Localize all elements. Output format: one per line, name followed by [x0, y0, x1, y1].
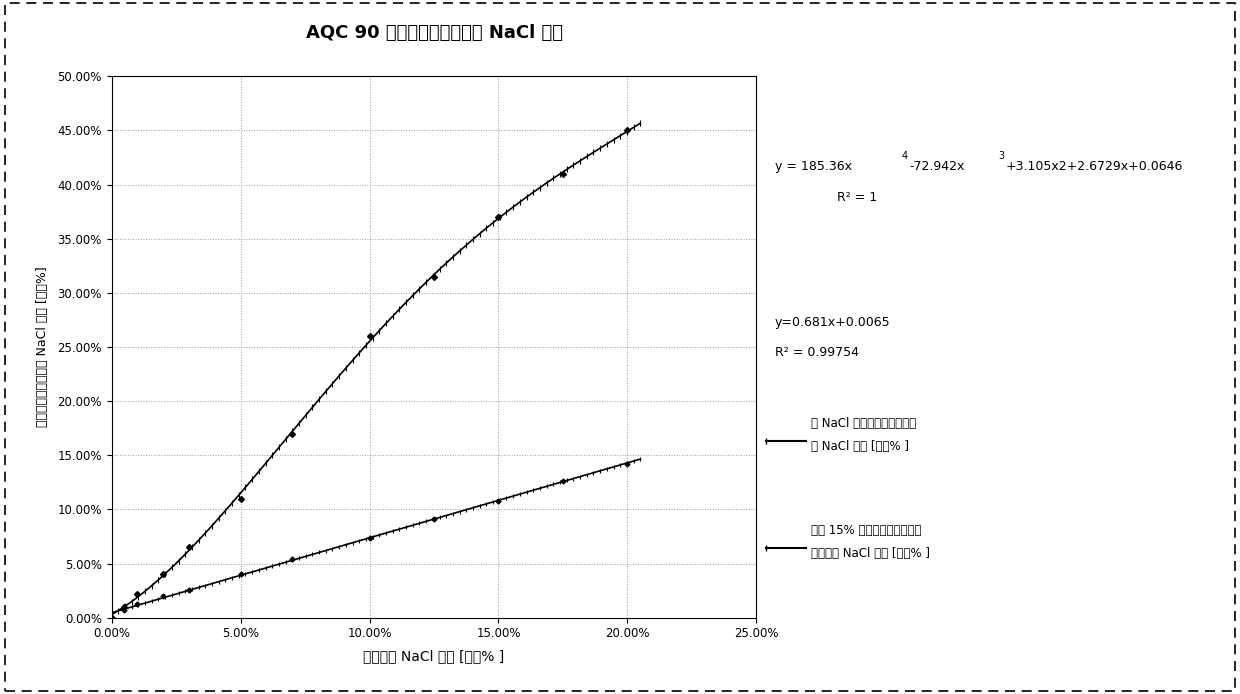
Text: R² = 1: R² = 1 [837, 192, 877, 204]
Text: 4: 4 [901, 151, 908, 161]
Text: AQC 90 水凝胶和干凝胶中的 NaCl 含量: AQC 90 水凝胶和干凝胶中的 NaCl 含量 [305, 24, 563, 42]
Text: 3: 3 [998, 151, 1004, 161]
Y-axis label: 水凝胶和干凝胶中的 NaCl 浓度 [重量%]: 水凝胶和干凝胶中的 NaCl 浓度 [重量%] [36, 266, 50, 428]
Text: 胶茎中的 NaCl 浓度 [重量% ]: 胶茎中的 NaCl 浓度 [重量% ] [811, 548, 930, 560]
Text: 包含 15% 重量残留水分的干凝: 包含 15% 重量残留水分的干凝 [811, 525, 921, 537]
X-axis label: 溶液中的 NaCl 浓度 [重量% ]: 溶液中的 NaCl 浓度 [重量% ] [363, 649, 505, 663]
Text: -72.942x: -72.942x [909, 160, 965, 173]
Text: y = 185.36x: y = 185.36x [775, 160, 852, 173]
Text: 与 NaCl 溶液平衡的水凝胶中: 与 NaCl 溶液平衡的水凝胶中 [811, 417, 916, 430]
Text: y=0.681x+0.0065: y=0.681x+0.0065 [775, 316, 890, 329]
Text: 的 NaCl 含量 [重量% ]: 的 NaCl 含量 [重量% ] [811, 440, 909, 452]
Text: R² = 0.99754: R² = 0.99754 [775, 346, 859, 359]
Text: +3.105x2+2.6729x+0.0646: +3.105x2+2.6729x+0.0646 [1006, 160, 1183, 173]
